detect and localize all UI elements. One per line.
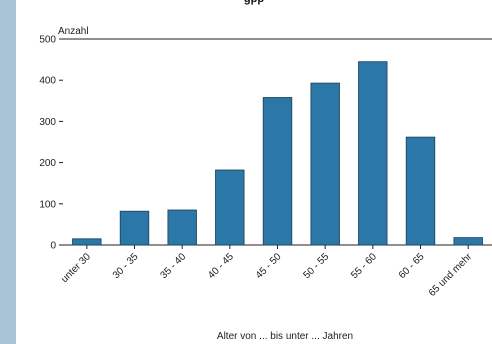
y-axis-label: Anzahl [58, 26, 89, 37]
x-tick-label: 30 - 35 [111, 251, 141, 281]
y-tick-label: 200 [39, 158, 56, 169]
bar [215, 169, 245, 246]
x-tick-label: 50 - 55 [301, 251, 331, 281]
y-tick-label: 400 [39, 76, 56, 87]
bar [262, 97, 293, 246]
y-tick-label: 100 [39, 199, 56, 210]
x-axis-label: Alter von ... bis unter ... Jahren [217, 331, 353, 342]
x-tick-label: 35 - 40 [158, 251, 188, 281]
x-tick-label: 40 - 45 [206, 251, 236, 281]
bar [358, 61, 388, 246]
bar [119, 210, 150, 246]
y-tick-label: 300 [39, 117, 56, 128]
x-tick-label: 45 - 50 [254, 251, 284, 281]
y-tick-label: 500 [39, 35, 56, 46]
bar-chart: 0 100 200 300 400 500 unter 30 30 - 35 35 - 40 4… [39, 26, 492, 342]
bar [405, 136, 436, 246]
bar [167, 209, 197, 246]
bars [72, 61, 483, 246]
x-tick-label: 65 und mehr [427, 251, 475, 299]
x-tick-label: 55 - 60 [349, 251, 379, 281]
page-title: gpp [16, 0, 492, 5]
x-tick-labels: unter 30 30 - 35 35 - 40 40 - 45 45 - 50 50 -… [59, 251, 475, 299]
x-tick-label: 60 - 65 [397, 251, 427, 281]
chart-panel: gpp 0 100 200 300 400 500 unter 30 30 - 35 35 -… [16, 0, 492, 344]
bar [72, 238, 102, 246]
bar [453, 237, 483, 246]
bar [310, 82, 340, 246]
x-tick-label: unter 30 [59, 251, 93, 285]
y-tick-label: 0 [50, 241, 56, 252]
